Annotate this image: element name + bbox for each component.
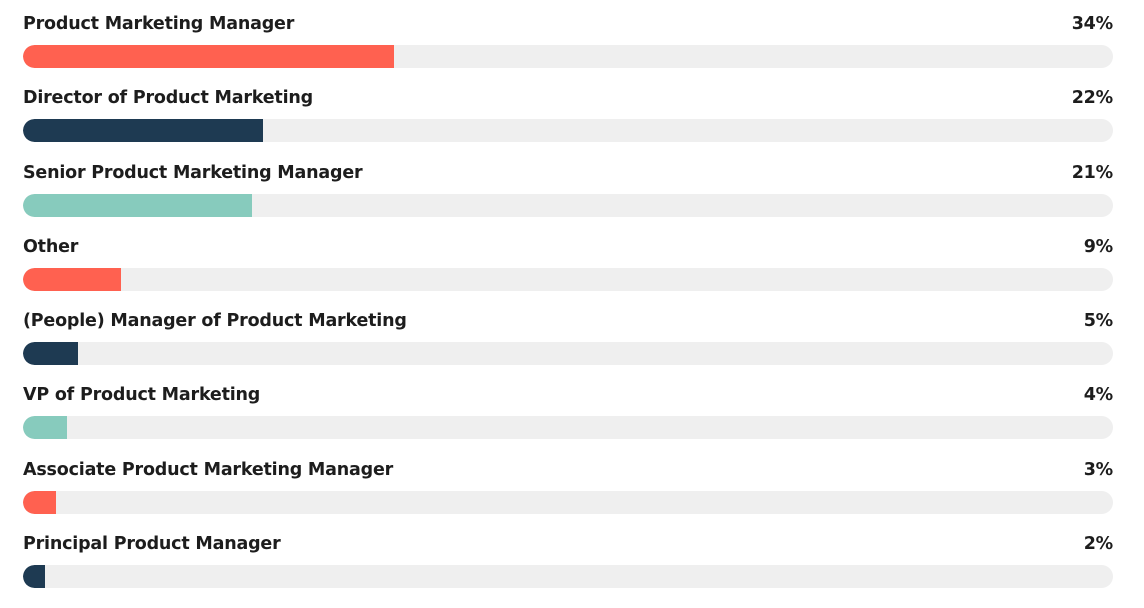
category-label: Senior Product Marketing Manager xyxy=(23,162,363,183)
value-label: 3% xyxy=(1083,459,1114,480)
bar-fill xyxy=(23,193,252,217)
bar-track xyxy=(23,267,1113,291)
bar-fill xyxy=(23,490,56,514)
bar-row: (People) Manager of Product Marketing 5% xyxy=(23,308,1113,382)
bar-track xyxy=(23,119,1113,143)
value-label: 4% xyxy=(1083,385,1114,406)
bar-fill xyxy=(23,565,45,589)
bar-row: Other 9% xyxy=(23,234,1113,308)
value-label: 2% xyxy=(1083,534,1114,555)
bar-track xyxy=(23,565,1113,589)
bar-fill xyxy=(23,342,78,366)
bar-fill xyxy=(23,416,67,440)
bar-row: Senior Product Marketing Manager 21% xyxy=(23,160,1113,234)
value-label: 22% xyxy=(1071,88,1113,109)
bar-track xyxy=(23,342,1113,366)
bar-row: Director of Product Marketing 22% xyxy=(23,85,1113,159)
value-label: 21% xyxy=(1071,162,1113,183)
bar-track xyxy=(23,193,1113,217)
bar-fill xyxy=(23,119,263,143)
bar-fill xyxy=(23,267,122,291)
value-label: 9% xyxy=(1083,236,1114,257)
bar-chart: Product Marketing Manager 34% Director of … xyxy=(23,11,1113,605)
bar-track xyxy=(23,416,1113,440)
category-label: Principal Product Manager xyxy=(23,534,281,555)
category-label: VP of Product Marketing xyxy=(23,385,261,406)
value-label: 34% xyxy=(1071,14,1113,34)
category-label: Associate Product Marketing Manager xyxy=(23,459,394,480)
category-label: Product Marketing Manager xyxy=(23,14,295,34)
bar-track xyxy=(23,45,1113,68)
category-label: (People) Manager of Product Marketing xyxy=(23,311,407,332)
bar-row: VP of Product Marketing 4% xyxy=(23,382,1113,456)
bar-track xyxy=(23,490,1113,514)
bar-row: Product Marketing Manager 34% xyxy=(23,11,1113,85)
value-label: 5% xyxy=(1083,311,1114,332)
bar-fill xyxy=(23,45,394,68)
bar-row: Associate Product Marketing Manager 3% xyxy=(23,457,1113,531)
category-label: Other xyxy=(23,236,79,257)
bar-row: Principal Product Manager 2% xyxy=(23,531,1113,605)
category-label: Director of Product Marketing xyxy=(23,88,313,109)
